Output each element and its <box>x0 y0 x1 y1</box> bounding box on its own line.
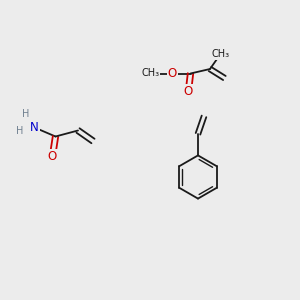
Text: H: H <box>16 125 23 136</box>
Text: CH₃: CH₃ <box>212 49 230 59</box>
Text: N: N <box>30 121 39 134</box>
Text: O: O <box>168 67 177 80</box>
Text: O: O <box>184 85 193 98</box>
Text: O: O <box>48 149 57 163</box>
Text: H: H <box>22 109 29 119</box>
Text: CH₃: CH₃ <box>142 68 160 79</box>
